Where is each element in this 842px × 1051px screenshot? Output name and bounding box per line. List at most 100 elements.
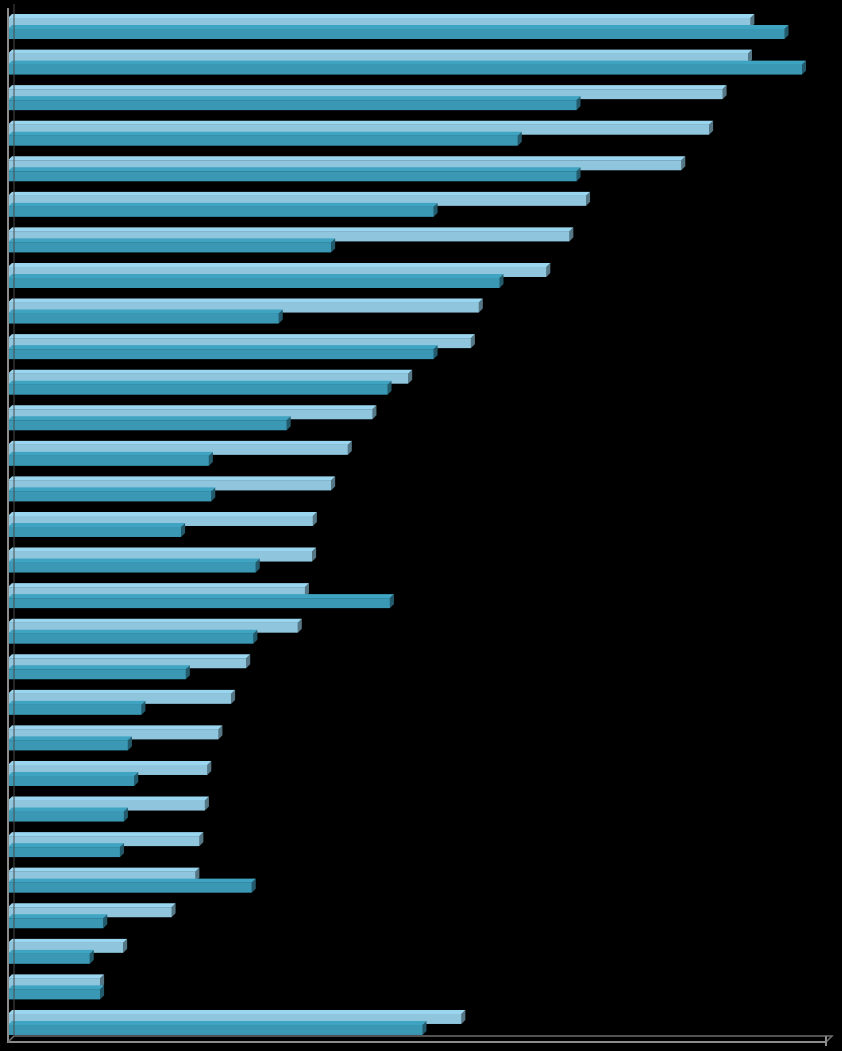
- bar-front: [8, 836, 200, 847]
- bar-series1: [8, 476, 336, 491]
- bar-top: [8, 618, 302, 623]
- bar-front: [8, 598, 390, 609]
- bar-front: [8, 1013, 462, 1024]
- bar-front: [8, 989, 101, 1000]
- bar-top: [8, 369, 413, 374]
- bar-series1: [8, 903, 176, 918]
- bar-top: [8, 832, 204, 837]
- bar-front: [8, 195, 587, 206]
- bar-series2: [8, 273, 504, 288]
- bar-front: [8, 562, 256, 573]
- bar-series2: [8, 522, 186, 537]
- bar-front: [8, 89, 723, 100]
- bar-front: [8, 515, 313, 526]
- bar-series2: [8, 949, 94, 964]
- bar-front: [8, 704, 142, 715]
- bar-series1: [8, 938, 128, 953]
- bar-front: [8, 633, 254, 644]
- bar-front: [8, 18, 751, 28]
- bar-top: [8, 725, 223, 730]
- bar-side: [389, 594, 394, 609]
- bar-series1: [8, 725, 223, 740]
- bar-top: [8, 594, 394, 599]
- bar-side: [211, 487, 216, 502]
- bar-top: [8, 903, 176, 908]
- floor-edge: [7, 1035, 834, 1043]
- bar-top: [8, 796, 209, 801]
- bar-top: [8, 96, 581, 101]
- bar-series2: [8, 771, 139, 786]
- bar-series2: [8, 914, 108, 929]
- bar-front: [8, 918, 104, 929]
- bar-top: [8, 583, 309, 588]
- bar-series1: [8, 334, 475, 349]
- bar-side: [278, 309, 283, 324]
- bar-series1: [8, 405, 377, 420]
- bar-top: [8, 914, 108, 919]
- bar-series2: [8, 843, 124, 858]
- bar-side: [185, 665, 190, 680]
- bar-series2: [8, 451, 213, 466]
- bar-series1: [8, 583, 309, 598]
- bar-top: [8, 1009, 466, 1014]
- bar-front: [8, 882, 252, 893]
- bar-front: [8, 587, 305, 598]
- bar-top: [8, 49, 753, 54]
- bar-series2: [8, 807, 128, 822]
- bar-front: [8, 551, 313, 562]
- bar-front: [8, 729, 219, 740]
- bar-series1: [8, 1009, 466, 1024]
- bar-front: [8, 847, 120, 858]
- bar-top: [8, 167, 581, 172]
- bar-front: [8, 480, 332, 491]
- bar-side: [297, 618, 302, 633]
- bars-group: [8, 14, 806, 1035]
- bar-side: [123, 807, 128, 822]
- bar-front: [8, 811, 124, 822]
- bar-side: [286, 416, 291, 431]
- bar-front: [8, 622, 298, 633]
- bar-side: [218, 725, 223, 740]
- bar-side: [246, 654, 251, 669]
- bar-top: [8, 938, 128, 943]
- bar-series1: [8, 689, 236, 704]
- bar-series2: [8, 736, 132, 751]
- bar-series2: [8, 665, 190, 680]
- bar-series2: [8, 96, 581, 111]
- bar-top: [8, 949, 94, 954]
- bar-top: [8, 1020, 427, 1025]
- bar-side: [586, 191, 591, 206]
- bar-side: [253, 629, 258, 644]
- bar-front: [8, 277, 500, 288]
- bar-series1: [8, 867, 200, 882]
- bar-top: [8, 156, 686, 161]
- bar-top: [8, 298, 483, 303]
- bar-side: [171, 903, 176, 918]
- bar-top: [8, 85, 727, 90]
- bar-series2: [8, 594, 394, 609]
- bar-side: [576, 167, 581, 182]
- bar-side: [461, 1009, 466, 1024]
- bar-series1: [8, 511, 317, 526]
- bar-series1: [8, 440, 352, 455]
- bar-series2: [8, 238, 336, 253]
- bar-series2: [8, 558, 260, 573]
- bar-side: [784, 25, 789, 39]
- bar-front: [8, 871, 196, 882]
- bar-top: [8, 736, 132, 741]
- bar-front: [8, 29, 785, 39]
- bar-side: [231, 689, 236, 704]
- bar-top: [8, 120, 714, 125]
- bar-top: [8, 522, 186, 527]
- bar-top: [8, 974, 105, 979]
- bar-front: [8, 373, 409, 384]
- bar-top: [8, 629, 258, 634]
- bar-top: [8, 700, 146, 705]
- bar-side: [312, 547, 317, 562]
- bar-top: [8, 14, 755, 18]
- bar-front: [8, 658, 247, 669]
- bar-top: [8, 843, 124, 848]
- bar-side: [331, 476, 336, 491]
- bar-top: [8, 405, 377, 410]
- bar-top: [8, 665, 190, 670]
